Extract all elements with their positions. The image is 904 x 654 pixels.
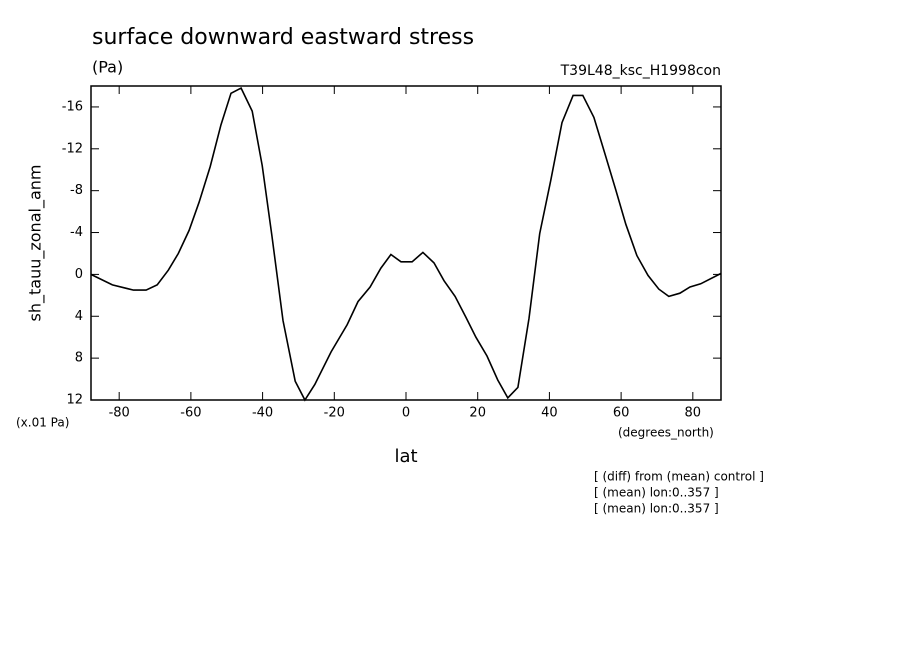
- y-tick-label: -12: [62, 141, 83, 156]
- line: [90, 87, 722, 402]
- y-tick-label: -4: [70, 225, 83, 240]
- plot-frame: [90, 85, 722, 401]
- note: [ (mean) lon:0..357 ]: [594, 502, 719, 516]
- y-tick-label: 0: [75, 267, 83, 282]
- y-tick-label: 12: [66, 393, 83, 408]
- note: [ (mean) lon:0..357 ]: [594, 486, 719, 500]
- x-tick-label: 80: [685, 406, 702, 421]
- x-tick-label: 0: [402, 406, 410, 421]
- x-tick-label: -60: [180, 406, 201, 421]
- y-tick-label: 4: [75, 309, 83, 324]
- y-unit: (x.01 Pa): [16, 416, 69, 430]
- note: [ (diff) from (mean) control ]: [594, 470, 764, 484]
- x-tick-label: 60: [613, 406, 630, 421]
- y-axis-label: sh_tauu_zonal_anm: [26, 165, 46, 322]
- run-label: T39L48_ksc_H1998con: [560, 63, 721, 79]
- chart-subtitle: (Pa): [92, 58, 123, 77]
- y-tick-label: -16: [62, 99, 83, 114]
- y-tick-label: 8: [75, 351, 83, 366]
- x-tick-label: 40: [541, 406, 558, 421]
- x-axis-label: lat: [394, 446, 417, 467]
- y-tick-label: -8: [70, 183, 83, 198]
- x-tick-label: -20: [324, 406, 345, 421]
- x-tick-label: -80: [109, 406, 130, 421]
- chart-title: surface downward eastward stress: [92, 25, 474, 50]
- x-tick-label: 20: [469, 406, 486, 421]
- x-unit: (degrees_north): [618, 426, 714, 440]
- x-tick-label: -40: [252, 406, 273, 421]
